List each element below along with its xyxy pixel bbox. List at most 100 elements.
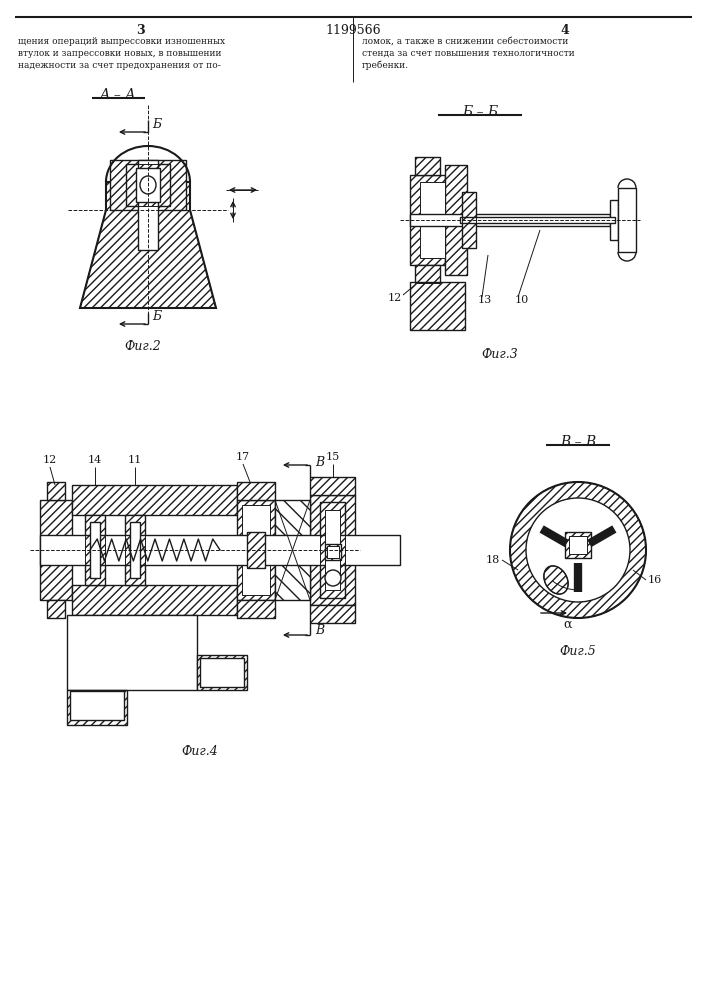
Bar <box>415 157 440 175</box>
Bar <box>138 160 158 250</box>
Text: 1199566: 1199566 <box>325 24 381 37</box>
Text: щения операций выпрессовки изношенных: щения операций выпрессовки изношенных <box>18 37 225 46</box>
Bar <box>410 282 465 330</box>
Circle shape <box>526 498 630 602</box>
Bar <box>237 500 275 600</box>
Bar <box>415 265 440 283</box>
Text: 12: 12 <box>43 455 57 465</box>
Bar <box>410 175 445 265</box>
Circle shape <box>510 482 646 618</box>
Bar <box>110 160 186 210</box>
Polygon shape <box>80 182 216 308</box>
Text: 4: 4 <box>561 24 569 37</box>
Bar <box>200 658 244 687</box>
Text: Фиг.4: Фиг.4 <box>182 745 218 758</box>
Bar <box>310 495 355 605</box>
Bar <box>70 691 124 720</box>
Bar <box>40 535 400 565</box>
Bar <box>565 532 591 558</box>
Text: Фиг.2: Фиг.2 <box>124 340 161 353</box>
Bar <box>47 482 65 500</box>
Bar <box>565 532 591 558</box>
Text: 16: 16 <box>648 575 662 585</box>
Text: стенда за счет повышения технологичности: стенда за счет повышения технологичности <box>362 49 575 58</box>
Bar <box>242 505 270 595</box>
Text: В: В <box>315 456 324 468</box>
Bar <box>410 175 445 265</box>
Text: α: α <box>563 618 572 631</box>
Bar <box>445 165 467 275</box>
Text: 14: 14 <box>88 455 102 465</box>
Text: Б: Б <box>152 117 161 130</box>
Bar <box>72 485 237 515</box>
Bar <box>40 500 72 600</box>
Ellipse shape <box>140 176 156 194</box>
Text: гребенки.: гребенки. <box>362 61 409 70</box>
Bar <box>247 532 265 568</box>
Bar <box>125 515 145 585</box>
Bar <box>320 502 345 598</box>
Text: 10: 10 <box>515 295 530 305</box>
Bar <box>67 615 197 690</box>
Bar <box>462 192 476 248</box>
Bar <box>85 515 105 585</box>
Bar <box>237 600 275 618</box>
Bar <box>47 600 65 618</box>
Bar <box>410 214 610 226</box>
Text: В: В <box>315 624 324 637</box>
Bar <box>197 655 247 690</box>
Bar <box>47 600 65 618</box>
Bar <box>327 546 339 558</box>
Bar <box>325 510 340 590</box>
Text: Фиг.3: Фиг.3 <box>481 348 518 361</box>
Bar <box>67 690 127 725</box>
Bar <box>410 282 465 330</box>
Bar <box>320 502 345 598</box>
Bar <box>247 532 265 568</box>
Text: втулок и запрессовки новых, в повышении: втулок и запрессовки новых, в повышении <box>18 49 221 58</box>
Text: 3: 3 <box>136 24 144 37</box>
Bar <box>310 605 355 623</box>
Text: А – А: А – А <box>100 88 136 102</box>
Bar <box>67 690 127 725</box>
Bar <box>72 585 237 615</box>
Bar <box>237 482 275 500</box>
Bar <box>90 522 100 578</box>
Text: 18: 18 <box>486 555 500 565</box>
Text: 12: 12 <box>387 293 402 303</box>
Bar <box>310 605 355 623</box>
Bar <box>126 164 170 206</box>
Bar <box>320 502 345 598</box>
Text: ломок, а также в снижении себестоимости: ломок, а также в снижении себестоимости <box>362 37 568 46</box>
Bar <box>85 515 105 585</box>
Bar <box>130 522 140 578</box>
Bar <box>136 168 160 202</box>
Text: 11: 11 <box>128 455 142 465</box>
Bar <box>325 544 341 560</box>
Text: Фиг.5: Фиг.5 <box>560 645 597 658</box>
Bar <box>569 536 587 554</box>
Bar <box>415 265 440 283</box>
Bar <box>47 482 65 500</box>
Bar <box>415 157 440 175</box>
Text: надежности за счет предохранения от по-: надежности за счет предохранения от по- <box>18 61 221 70</box>
Bar <box>310 477 355 495</box>
Text: 17: 17 <box>236 452 250 462</box>
Text: Б: Б <box>152 310 161 322</box>
Text: Б – Б: Б – Б <box>462 105 498 119</box>
Bar <box>618 188 636 252</box>
Bar <box>462 192 476 248</box>
Text: В – В: В – В <box>560 435 596 449</box>
Bar <box>126 164 170 206</box>
Bar <box>110 160 186 210</box>
Bar <box>237 600 275 618</box>
Bar <box>40 500 72 600</box>
Circle shape <box>325 570 341 586</box>
Bar <box>310 477 355 495</box>
Ellipse shape <box>544 566 568 594</box>
Bar <box>197 655 247 690</box>
Bar <box>325 544 341 560</box>
Polygon shape <box>275 500 310 600</box>
Bar <box>310 495 355 605</box>
Bar <box>237 482 275 500</box>
